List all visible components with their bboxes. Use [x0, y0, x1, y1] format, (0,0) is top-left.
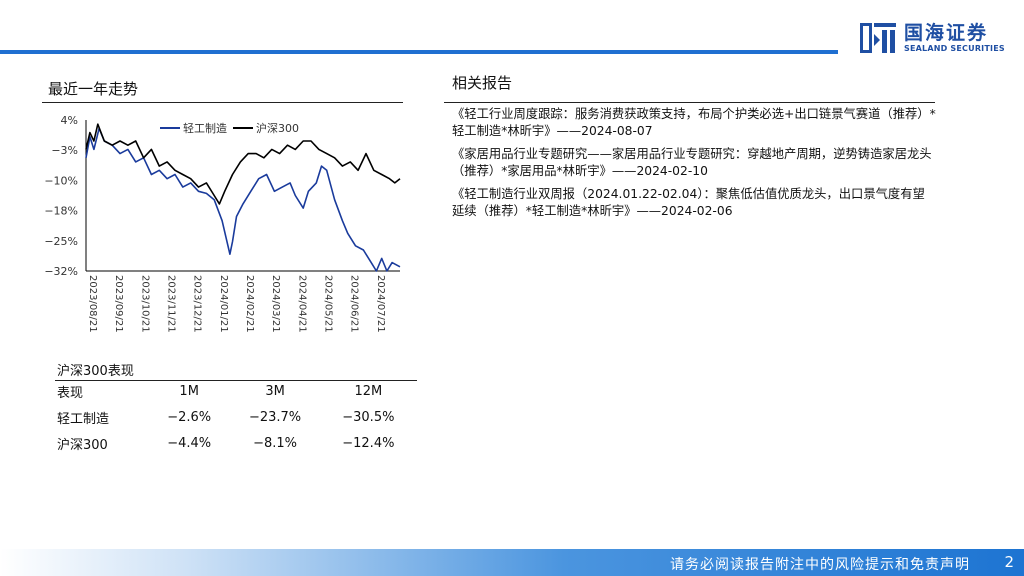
- x-tick-label: 2023/12/21: [192, 275, 203, 333]
- chart-axes: [85, 120, 400, 272]
- table-cell: −4.4%: [167, 435, 212, 451]
- series-line: [85, 123, 401, 205]
- report-link[interactable]: 《轻工制造行业双周报（2024.01.22-02.04）：聚焦低估值优质龙头，出…: [452, 187, 925, 218]
- x-tick-label: 2024/07/21: [375, 275, 386, 333]
- table-header-cell: 表现: [57, 385, 84, 401]
- x-tick-label: 2024/06/21: [349, 275, 360, 333]
- y-tick-label: −25%: [44, 235, 78, 248]
- table-cell: −12.4%: [342, 435, 395, 451]
- report-link[interactable]: 《轻工行业周度跟踪：服务消费获政策支持，布局个护类必选+出口链景气赛道（推荐）*…: [452, 107, 936, 138]
- x-tick-label: 2023/09/21: [113, 275, 124, 333]
- reports-section-rule: [444, 102, 935, 103]
- chart-x-ticks: 2023/08/21 2023/09/21 2023/10/21 2023/11/21…: [87, 275, 386, 333]
- disclaimer-text: 请务必阅读报告附注中的风险提示和免责声明: [670, 557, 970, 573]
- trend-chart: 4% −3% −10% −18% −25% −32% 2023/08/21 2023/09/…: [44, 114, 401, 333]
- footer-bar: 请务必阅读报告附注中的风险提示和免责声明 2: [0, 549, 1024, 576]
- legend-label: 轻工制造: [183, 121, 227, 135]
- table-cell: −2.6%: [167, 409, 212, 425]
- table-header-row: 表现 1M 3M 12M: [57, 378, 415, 404]
- x-tick-label: 2024/01/21: [218, 275, 229, 333]
- y-tick-label: 4%: [61, 114, 78, 127]
- y-tick-label: −32%: [44, 265, 78, 278]
- report-list: 《轻工行业周度跟踪：服务消费获政策支持，布局个护类必选+出口链景气赛道（推荐）*…: [452, 106, 936, 226]
- table-row: 沪深300 −4.4% −8.1% −12.4%: [57, 430, 415, 456]
- x-tick-label: 2024/04/21: [296, 275, 307, 333]
- perf-section-rule: [55, 380, 417, 381]
- report-link[interactable]: 《家居用品行业专题研究——家居用品行业专题研究：穿越地产周期，逆势铸造家居龙头（…: [452, 147, 932, 178]
- table-header-cell: 12M: [354, 383, 383, 399]
- table-cell: 沪深300: [57, 437, 108, 453]
- x-tick-label: 2023/10/21: [139, 275, 150, 333]
- chart-legend: 轻工制造 沪深300: [160, 121, 299, 135]
- x-tick-label: 2023/08/21: [87, 275, 98, 333]
- chart-y-ticks: 4% −3% −10% −18% −25% −32%: [44, 114, 78, 278]
- perf-section-title: 沪深300表现: [57, 364, 134, 379]
- table-cell: −23.7%: [248, 409, 302, 425]
- chart-section-title: 最近一年走势: [48, 80, 139, 98]
- brand-name-cn: 国海证券: [904, 21, 989, 44]
- x-tick-label: 2024/03/21: [270, 275, 281, 333]
- chart-series-lines: [85, 123, 401, 272]
- table-header-cell: 1M: [179, 383, 199, 399]
- brand-name-en: SEALAND SECURITIES: [904, 43, 1005, 53]
- y-tick-label: −3%: [51, 144, 78, 157]
- performance-table: 表现 1M 3M 12M 轻工制造 −2.6% −23.7% −30.5% 沪深…: [57, 378, 415, 456]
- y-tick-label: −18%: [44, 205, 78, 218]
- table-cell: −8.1%: [253, 435, 298, 451]
- y-tick-label: −10%: [44, 174, 78, 187]
- x-tick-label: 2024/05/21: [323, 275, 334, 333]
- legend-label: 沪深300: [256, 121, 299, 135]
- chart-section-rule: [42, 102, 403, 103]
- table-cell: −30.5%: [342, 409, 395, 425]
- sealand-logo: 国海证券 SEALAND SECURITIES: [858, 20, 1005, 56]
- header-rule: [0, 50, 838, 54]
- sealand-logo-icon: [860, 23, 896, 53]
- table-header-cell: 3M: [265, 383, 285, 399]
- table-cell: 轻工制造: [57, 411, 110, 427]
- reports-section-title: 相关报告: [452, 74, 513, 92]
- page-number: 2: [1004, 553, 1014, 571]
- x-tick-label: 2023/11/21: [166, 275, 177, 333]
- series-line: [85, 127, 401, 272]
- x-tick-label: 2024/02/21: [244, 275, 255, 333]
- table-row: 轻工制造 −2.6% −23.7% −30.5%: [57, 404, 415, 430]
